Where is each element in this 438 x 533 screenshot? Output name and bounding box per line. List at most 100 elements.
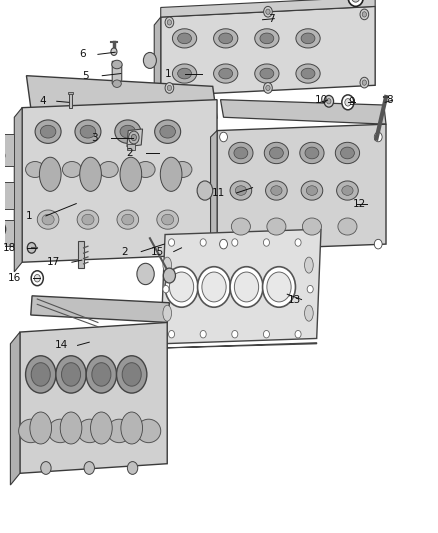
Circle shape <box>167 85 172 91</box>
Circle shape <box>219 239 227 249</box>
Polygon shape <box>26 76 217 118</box>
Circle shape <box>264 83 272 93</box>
Ellipse shape <box>19 419 43 442</box>
Polygon shape <box>211 131 217 257</box>
Circle shape <box>27 243 36 253</box>
Circle shape <box>111 48 117 55</box>
Ellipse shape <box>80 125 96 138</box>
Ellipse shape <box>306 185 318 195</box>
Polygon shape <box>22 100 217 262</box>
Circle shape <box>129 131 139 144</box>
Circle shape <box>0 222 6 237</box>
Text: 14: 14 <box>54 341 67 350</box>
Circle shape <box>202 272 226 302</box>
Circle shape <box>295 239 301 246</box>
Circle shape <box>137 263 154 285</box>
Circle shape <box>295 330 301 338</box>
Ellipse shape <box>338 218 357 235</box>
Circle shape <box>266 85 270 91</box>
Ellipse shape <box>117 210 139 229</box>
Ellipse shape <box>230 181 252 200</box>
Ellipse shape <box>229 142 253 164</box>
Ellipse shape <box>62 161 81 177</box>
Text: 5: 5 <box>83 71 89 80</box>
Circle shape <box>127 462 138 474</box>
Circle shape <box>234 272 259 302</box>
Polygon shape <box>3 182 14 209</box>
Ellipse shape <box>162 214 174 225</box>
Ellipse shape <box>265 181 287 200</box>
Ellipse shape <box>120 157 141 191</box>
Ellipse shape <box>157 210 179 229</box>
Circle shape <box>86 356 117 393</box>
Ellipse shape <box>107 419 131 442</box>
Ellipse shape <box>300 142 324 164</box>
Ellipse shape <box>301 68 315 79</box>
Ellipse shape <box>77 210 99 229</box>
Circle shape <box>198 266 230 307</box>
Ellipse shape <box>255 29 279 48</box>
Ellipse shape <box>269 147 283 159</box>
Ellipse shape <box>155 120 180 143</box>
Ellipse shape <box>60 412 82 444</box>
Ellipse shape <box>160 157 182 191</box>
Circle shape <box>169 330 175 338</box>
Polygon shape <box>78 241 84 268</box>
Ellipse shape <box>219 33 233 44</box>
Text: 1: 1 <box>165 69 172 78</box>
Ellipse shape <box>122 214 134 225</box>
Circle shape <box>263 330 269 338</box>
Circle shape <box>165 83 174 93</box>
Ellipse shape <box>75 120 101 143</box>
Ellipse shape <box>120 125 136 138</box>
Circle shape <box>307 286 313 293</box>
Polygon shape <box>3 220 14 246</box>
Ellipse shape <box>301 181 323 200</box>
Ellipse shape <box>264 142 289 164</box>
Ellipse shape <box>301 33 315 44</box>
Polygon shape <box>3 134 14 166</box>
Circle shape <box>263 239 269 246</box>
Circle shape <box>360 77 369 88</box>
Circle shape <box>362 80 367 85</box>
Ellipse shape <box>304 257 313 273</box>
Circle shape <box>200 239 206 246</box>
Ellipse shape <box>48 419 72 442</box>
Ellipse shape <box>234 147 248 159</box>
Ellipse shape <box>39 157 61 191</box>
Circle shape <box>348 0 364 6</box>
Circle shape <box>84 462 95 474</box>
Bar <box>69 93 72 108</box>
Circle shape <box>131 134 137 141</box>
Polygon shape <box>11 332 20 485</box>
Ellipse shape <box>260 33 274 44</box>
Circle shape <box>374 132 382 142</box>
Ellipse shape <box>30 412 52 444</box>
Text: 7: 7 <box>268 14 274 23</box>
Circle shape <box>165 17 174 28</box>
Text: 17: 17 <box>47 257 60 267</box>
Circle shape <box>266 9 270 14</box>
Ellipse shape <box>173 64 197 83</box>
Ellipse shape <box>37 210 59 229</box>
Circle shape <box>167 20 172 25</box>
Circle shape <box>327 99 331 104</box>
Circle shape <box>197 181 213 200</box>
Ellipse shape <box>99 161 118 177</box>
Text: 13: 13 <box>288 295 301 304</box>
Polygon shape <box>161 6 375 96</box>
Circle shape <box>25 356 56 393</box>
Ellipse shape <box>136 161 155 177</box>
Ellipse shape <box>235 185 247 195</box>
Text: 12: 12 <box>353 199 367 208</box>
Circle shape <box>362 12 367 17</box>
Circle shape <box>230 266 263 307</box>
Text: 11: 11 <box>212 188 225 198</box>
Circle shape <box>324 95 334 107</box>
Text: 16: 16 <box>8 273 21 283</box>
Circle shape <box>56 356 86 393</box>
Ellipse shape <box>163 257 172 273</box>
Circle shape <box>342 95 354 110</box>
Circle shape <box>143 52 156 68</box>
Ellipse shape <box>302 218 321 235</box>
